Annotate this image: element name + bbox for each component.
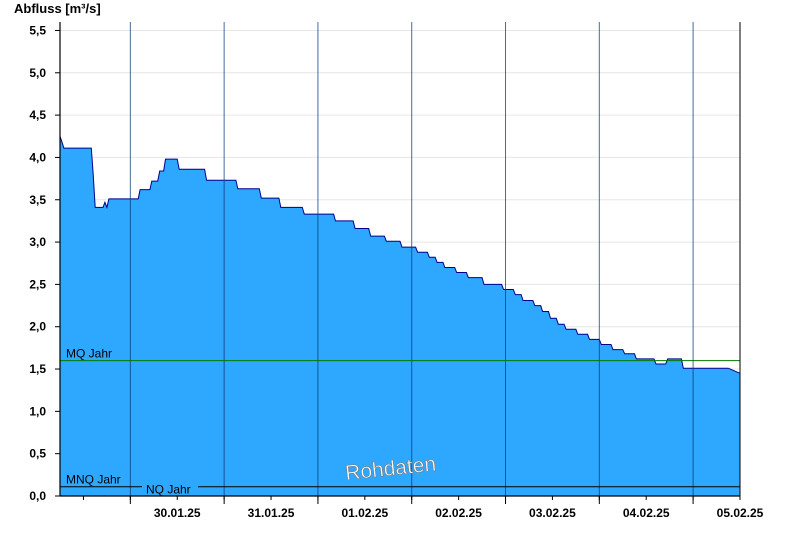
- x-tick-label: 30.01.25: [154, 506, 201, 520]
- y-tick-label: 2,5: [29, 277, 46, 291]
- y-axis-title: Abfluss [m³/s]: [14, 1, 101, 16]
- x-axis-ticks: 30.01.25 31.01.25 01.02.25 02.02.25 03.02.25…: [82, 496, 764, 520]
- reference-lines: MQ Jahr MNQ Jahr NQ Jahr: [60, 347, 740, 497]
- x-tick-label: 02.02.25: [435, 506, 482, 520]
- x-tick-label: 05.02.25: [717, 506, 764, 520]
- y-tick-label: 1,0: [29, 404, 46, 418]
- mnq-label: MNQ Jahr: [66, 473, 121, 487]
- discharge-area-layer: [59, 136, 741, 497]
- x-tick-label: 01.02.25: [341, 506, 388, 520]
- discharge-area: [60, 136, 740, 497]
- y-tick-label: 3,0: [29, 235, 46, 249]
- y-tick-label: 5,5: [29, 23, 46, 37]
- x-tick-label: 03.02.25: [529, 506, 576, 520]
- y-tick-label: 1,5: [29, 362, 46, 376]
- y-tick-label: 4,0: [29, 150, 46, 164]
- y-tick-label: 3,5: [29, 193, 46, 207]
- x-tick-label: 04.02.25: [623, 506, 670, 520]
- y-tick-label: 4,5: [29, 108, 46, 122]
- x-tick-label: 31.01.25: [248, 506, 295, 520]
- vertical-gridlines: [129, 22, 694, 496]
- y-tick-label: 0,0: [29, 489, 46, 503]
- y-axis-ticks: 0,0 0,5 1,0 1,5 2,0 2,5 3,0 3,5 4,0 4,5 5,0 5,5: [29, 23, 60, 503]
- y-tick-label: 5,0: [29, 66, 46, 80]
- nq-label: NQ Jahr: [146, 483, 191, 497]
- mq-label: MQ Jahr: [66, 347, 112, 361]
- plot-frame: [59, 22, 741, 497]
- y-tick-label: 0,5: [29, 447, 46, 461]
- y-tick-label: 2,0: [29, 320, 46, 334]
